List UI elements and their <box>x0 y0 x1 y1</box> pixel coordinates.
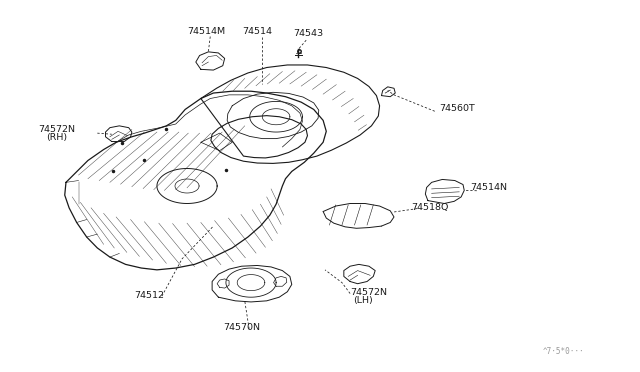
Text: 74512: 74512 <box>134 291 164 300</box>
Text: 74514: 74514 <box>243 27 272 36</box>
Text: 74514M: 74514M <box>187 27 225 36</box>
Text: (LH): (LH) <box>353 296 373 305</box>
Text: 74543: 74543 <box>294 29 324 38</box>
Text: 74560T: 74560T <box>439 104 475 113</box>
Text: 74570N: 74570N <box>223 323 260 332</box>
Text: 74518Q: 74518Q <box>411 203 448 212</box>
Text: (RH): (RH) <box>46 134 67 142</box>
Text: 74514N: 74514N <box>470 183 508 192</box>
Text: 74572N: 74572N <box>38 125 75 134</box>
Text: 74572N: 74572N <box>350 288 387 296</box>
Text: ^7·5*0···: ^7·5*0··· <box>543 347 584 356</box>
